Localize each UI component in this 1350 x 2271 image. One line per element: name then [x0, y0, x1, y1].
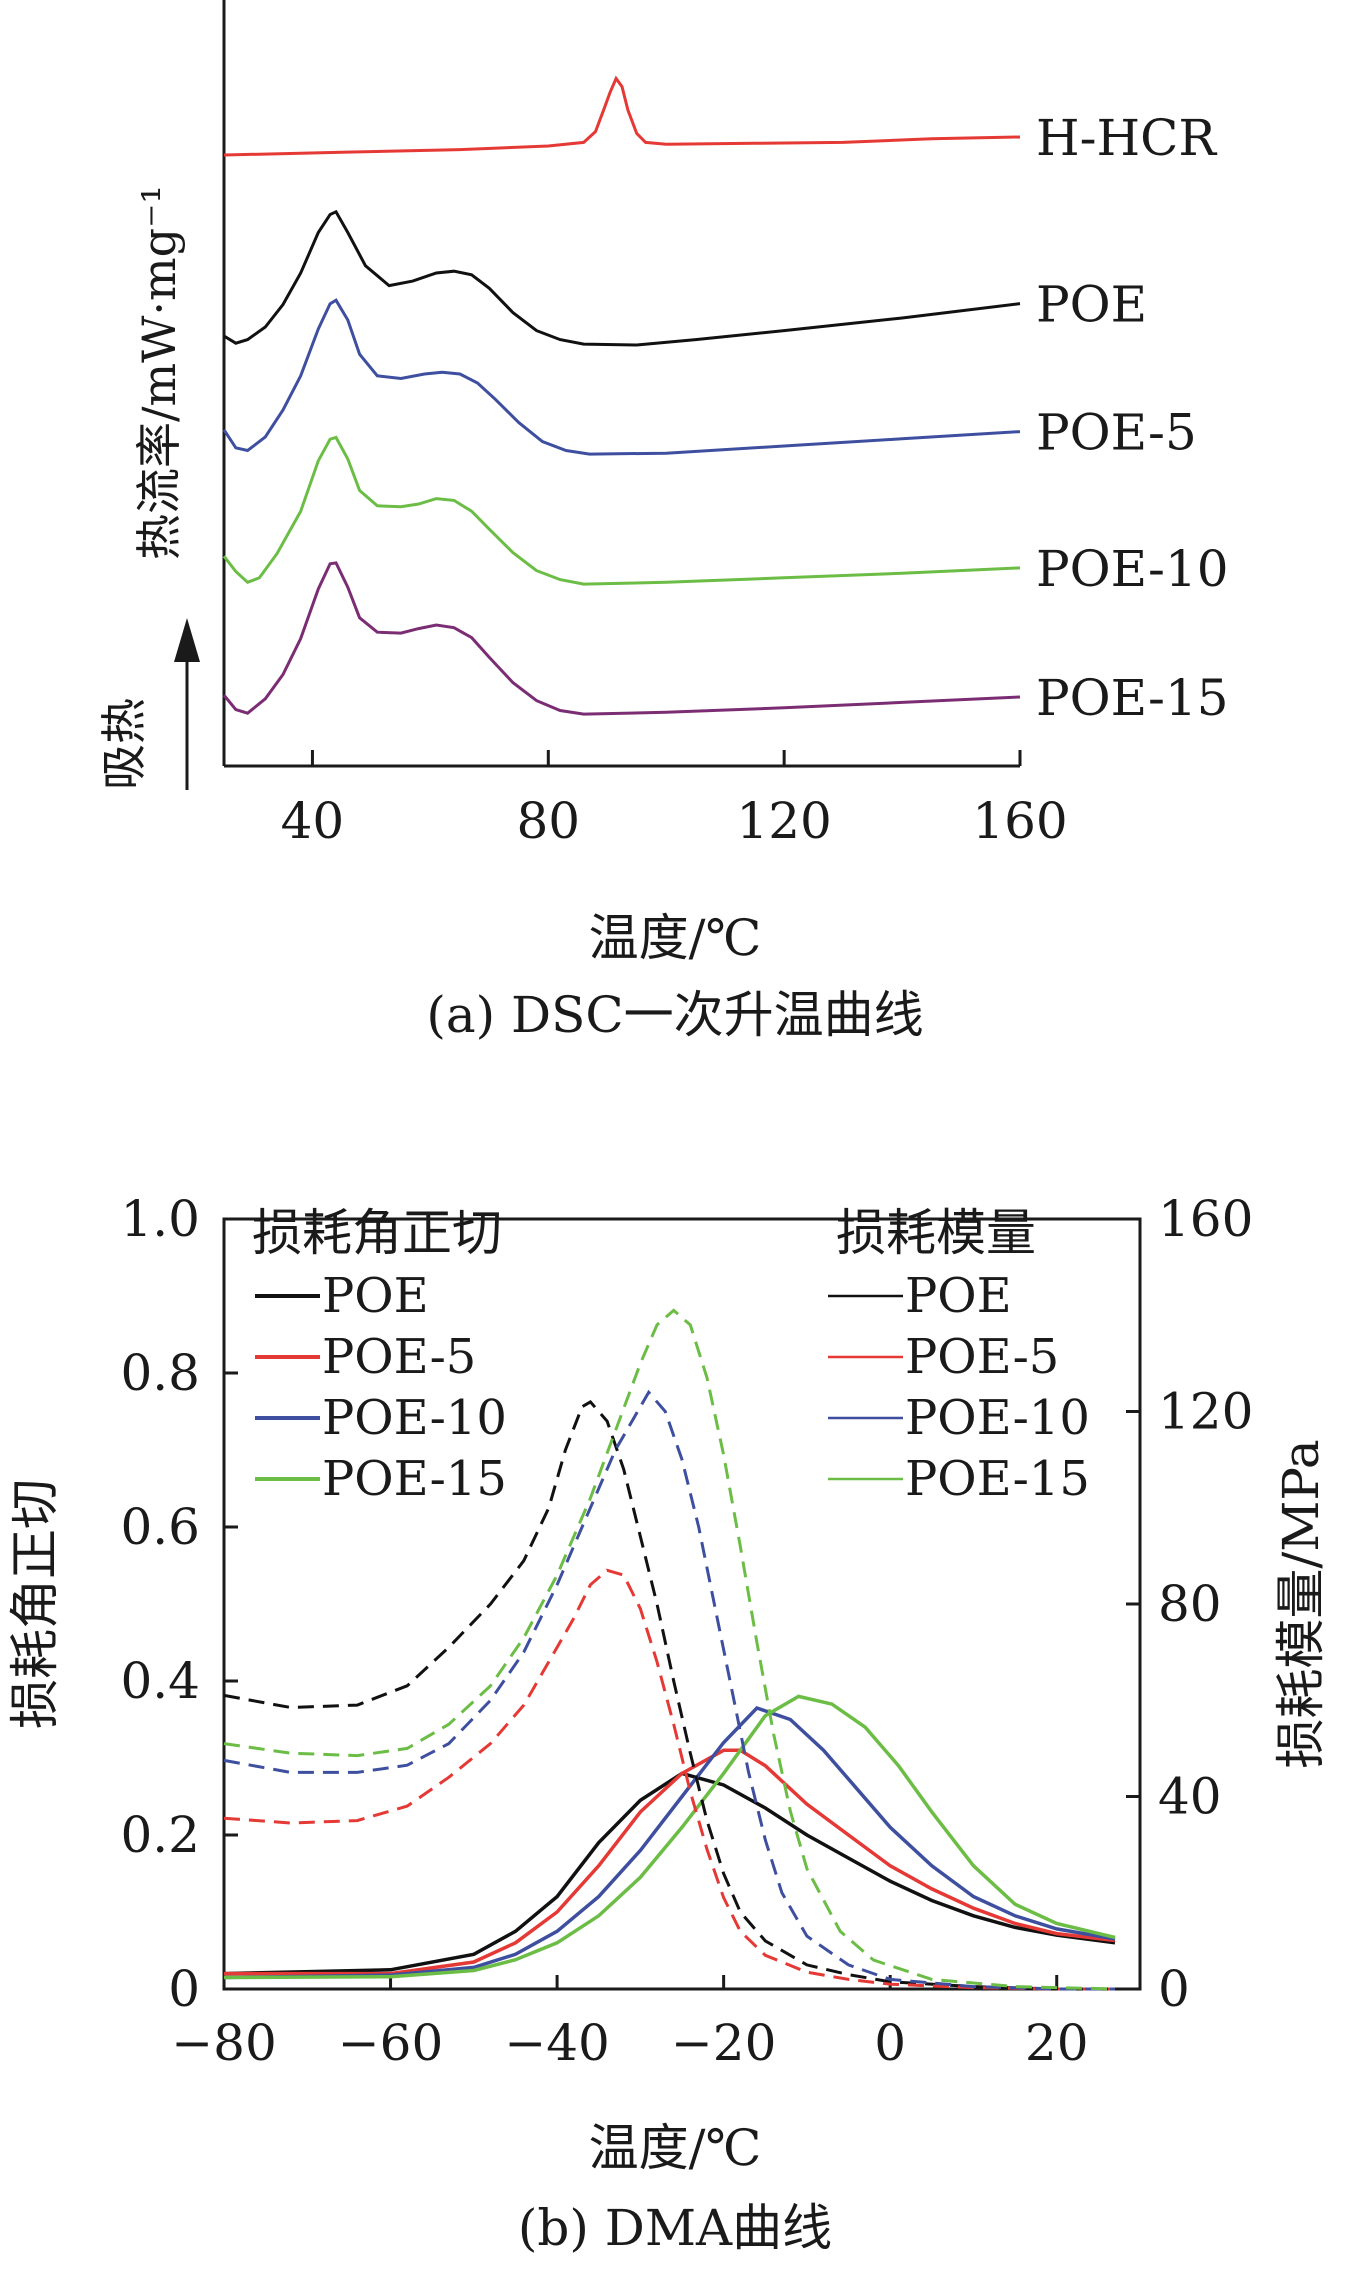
dsc-line-poe-10 — [222, 435, 1021, 586]
dsc-line-poe — [223, 209, 1021, 347]
dsc-series-label-poe-5: POE-5 — [1036, 404, 1197, 462]
dma-left-tick-label: 1.0 — [120, 1190, 200, 1248]
dsc-series-label-h-hcr: H-HCR — [1036, 109, 1217, 167]
legend-label-poe10-mod: POE-10 — [905, 1390, 1090, 1446]
legend-title-loss-modulus: 损耗模量 — [836, 1204, 1036, 1262]
dma-line-poe-5-loss-tangent — [224, 1748, 1116, 1976]
dma-legend-loss-modulus: 损耗模量 POE POE-5 POE-10 POE-15 — [828, 1204, 1090, 1507]
dma-line-poe-10-loss-modulus — [223, 1389, 1115, 1991]
dma-right-tick-label: 40 — [1158, 1768, 1222, 1826]
dsc-endotherm-arrow — [174, 618, 200, 790]
dma-right-axis-label: 损耗模量/MPa — [1272, 1439, 1330, 1768]
dma-left-tick-label: 0.8 — [120, 1344, 200, 1402]
dsc-x-axis-label: 温度/℃ — [589, 909, 762, 967]
dma-axis-ticks: −80 −60 −40 −20 0 20 0 0.2 0.4 0.6 0.8 1.0 0 40 80 120 1… — [120, 1190, 1253, 2072]
dma-line-poe-15-loss-tangent — [223, 1694, 1116, 1980]
legend-label-poe15-mod: POE-15 — [905, 1451, 1090, 1507]
dma-left-tick-label: 0.6 — [120, 1498, 200, 1556]
dma-x-tick-label: 0 — [874, 2014, 906, 2072]
dma-left-tick-label: 0 — [168, 1960, 200, 2018]
dsc-x-tick-label: 40 — [281, 792, 345, 850]
dsc-series-label-poe-10: POE-10 — [1036, 540, 1229, 598]
legend-label-poe5-mod: POE-5 — [905, 1329, 1059, 1385]
dma-line-poe-loss-modulus — [223, 1399, 1115, 1991]
legend-title-loss-tangent: 损耗角正切 — [252, 1204, 502, 1262]
dsc-line-h-hcr — [223, 75, 1021, 157]
dma-left-tick-label: 0.4 — [120, 1652, 200, 1710]
legend-label-poe15-tan: POE-15 — [322, 1451, 507, 1507]
dma-series-lines — [223, 1308, 1116, 1991]
dma-line-poe-5-loss-modulus — [223, 1568, 1115, 1991]
legend-label-poe5-tan: POE-5 — [322, 1329, 476, 1385]
dsc-series-label-poe-15: POE-15 — [1036, 669, 1229, 727]
dsc-series-lines — [222, 75, 1021, 716]
dsc-y-axis-label: 热流率/mW·mg⁻¹ — [132, 185, 186, 560]
dma-legend-loss-tangent: 损耗角正切 POE POE-5 POE-10 POE-15 — [252, 1204, 507, 1507]
dma-x-tick-label: −60 — [338, 2014, 444, 2072]
dma-panel: −80 −60 −40 −20 0 20 0 0.2 0.4 0.6 0.8 1.0 0 40 80 120 1… — [6, 1190, 1330, 2257]
dma-x-tick-label: 20 — [1025, 2014, 1089, 2072]
dma-x-tick-label: −80 — [171, 2014, 277, 2072]
dsc-x-tick-label: 160 — [972, 792, 1067, 850]
dsc-panel: 40 80 120 160 H-HCR POE POE-5 POE-10 POE-15 热流率… — [97, 0, 1229, 1044]
legend-label-poe-tan: POE — [322, 1268, 429, 1324]
dsc-x-tick-label: 120 — [736, 792, 831, 850]
dma-right-tick-label: 0 — [1158, 1960, 1190, 2018]
dma-right-tick-label: 160 — [1158, 1190, 1253, 1248]
dma-x-tick-label: −20 — [671, 2014, 777, 2072]
dsc-series-labels: H-HCR POE POE-5 POE-10 POE-15 — [1036, 109, 1229, 727]
dsc-x-ticks: 40 80 120 160 — [281, 750, 1068, 850]
dsc-endotherm-label: 吸热 — [97, 698, 151, 790]
dsc-line-poe-15 — [222, 561, 1021, 716]
dsc-x-tick-label: 80 — [516, 792, 580, 850]
dsc-panel-caption: (a) DSC一次升温曲线 — [426, 986, 923, 1044]
dma-x-axis-label: 温度/℃ — [589, 2119, 762, 2177]
dma-left-axis-label: 损耗角正切 — [6, 1479, 64, 1729]
dma-right-tick-label: 80 — [1158, 1575, 1222, 1633]
legend-label-poe-mod: POE — [905, 1268, 1012, 1324]
dma-left-tick-label: 0.2 — [120, 1806, 200, 1864]
dsc-series-label-poe: POE — [1036, 276, 1147, 334]
dsc-line-poe-5 — [222, 298, 1021, 456]
dma-x-tick-label: −40 — [504, 2014, 610, 2072]
dma-right-tick-label: 120 — [1158, 1383, 1253, 1441]
dma-line-poe-loss-tangent — [223, 1771, 1116, 1976]
dma-panel-caption: (b) DMA曲线 — [518, 2199, 832, 2257]
legend-label-poe10-tan: POE-10 — [322, 1390, 507, 1446]
dma-line-poe-10-loss-tangent — [223, 1705, 1116, 1980]
